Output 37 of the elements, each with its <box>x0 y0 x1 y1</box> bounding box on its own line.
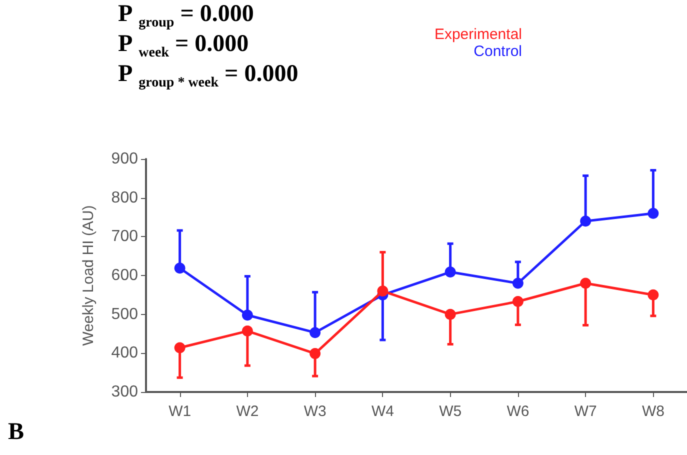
point <box>444 266 456 278</box>
point <box>242 310 253 321</box>
text: P group = 0.000 <box>118 1 254 30</box>
point <box>444 308 456 320</box>
y-axis-title: Weekly Load HI (AU) <box>80 205 97 346</box>
point <box>512 278 524 289</box>
text: Experimental <box>434 26 522 43</box>
point <box>512 296 524 308</box>
x-tick-label: W6 <box>506 403 530 420</box>
point <box>310 327 321 338</box>
point <box>174 262 186 274</box>
text: B <box>8 419 24 445</box>
y-tick-label: 600 <box>111 267 138 284</box>
text: Control <box>474 43 522 60</box>
point <box>648 208 659 219</box>
y-tick-label: 300 <box>111 384 138 400</box>
x-tick-label: W4 <box>371 403 394 420</box>
y-tick-label: 500 <box>111 306 138 323</box>
point <box>310 348 321 360</box>
x-tick-label: W7 <box>574 403 597 420</box>
x-tick-label: W2 <box>236 403 259 420</box>
x-tick-label: W8 <box>642 403 664 420</box>
point <box>377 286 388 297</box>
point <box>174 342 186 354</box>
y-tick-label: 400 <box>111 344 138 362</box>
point <box>580 278 592 289</box>
y-tick-label: 700 <box>111 228 138 246</box>
point <box>648 289 659 300</box>
x-tick-label: W3 <box>304 403 326 420</box>
x-tick-label: W1 <box>168 403 192 420</box>
y-tick-label: 900 <box>111 150 138 168</box>
point <box>580 216 592 227</box>
x-tick-label: W5 <box>439 403 462 420</box>
text: P group * week = 0.000 <box>118 61 298 90</box>
text: P week = 0.000 <box>118 31 249 60</box>
point <box>242 326 253 337</box>
y-tick-label: 800 <box>111 189 138 206</box>
